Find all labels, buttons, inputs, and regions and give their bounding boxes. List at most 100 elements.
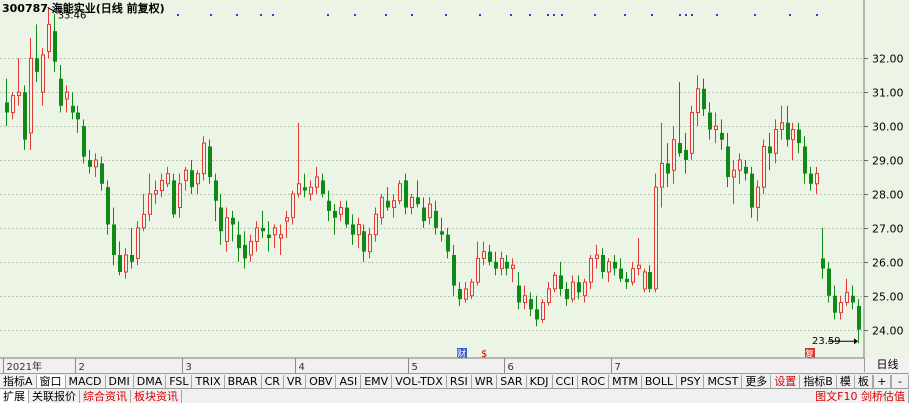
candle-body-down xyxy=(708,112,712,130)
candle-body-down xyxy=(214,180,218,201)
candle-body-up xyxy=(464,288,468,300)
toolbar-right-2[interactable]: 板 xyxy=(855,374,873,388)
indicator-tab-12[interactable]: EMV xyxy=(361,374,393,388)
y-tick-label: 28.00 xyxy=(872,189,904,202)
candle-body-up xyxy=(380,196,384,219)
candle-body-down xyxy=(59,78,63,106)
candle-body-up xyxy=(696,88,700,114)
toolbar-right-4[interactable]: - xyxy=(890,374,909,388)
candle-body-up xyxy=(315,176,319,188)
info-tab-2[interactable]: 综合资讯 xyxy=(80,389,131,403)
candle-body-up xyxy=(583,281,587,297)
low-marker-label: 23.59 xyxy=(812,336,841,347)
y-axis-area xyxy=(864,0,909,358)
candle-body-down xyxy=(744,166,748,174)
indicator-tab-4[interactable]: DMA xyxy=(134,374,167,388)
indicator-tab-24[interactable]: 更多 xyxy=(742,374,772,388)
candle-body-down xyxy=(505,261,509,269)
candle-body-up xyxy=(29,57,33,134)
candle-body-down xyxy=(208,146,212,177)
candle-body-down xyxy=(768,146,772,154)
indicator-tab-9[interactable]: VR xyxy=(284,374,307,388)
toolbar-right-1[interactable]: 模 xyxy=(837,374,855,388)
indicator-tab-1[interactable]: 窗口 xyxy=(36,374,66,388)
info-dot xyxy=(624,14,626,16)
indicator-tab-2[interactable]: MACD xyxy=(66,374,106,388)
indicator-tab-15[interactable]: WR xyxy=(472,374,498,388)
month-label: 2 xyxy=(79,362,85,373)
indicator-tab-17[interactable]: KDJ xyxy=(527,374,553,388)
toolbar-right-0[interactable]: 指标B xyxy=(800,374,837,388)
candle-body-down xyxy=(452,255,456,286)
candle-body-up xyxy=(41,54,45,93)
indicator-tab-22[interactable]: PSY xyxy=(677,374,705,388)
candle-body-up xyxy=(392,200,396,209)
candle-body-up xyxy=(595,254,599,259)
candlestick-chart[interactable]: 24.00 25.00 26.00 27.00 28.00 29.00 30.00 31.00… xyxy=(0,0,909,373)
indicator-tab-25[interactable]: 设置 xyxy=(771,374,801,388)
candle-body-down xyxy=(404,180,408,208)
y-tick-label: 25.00 xyxy=(872,291,904,304)
candle-body-up xyxy=(774,129,778,154)
info-tab-1[interactable]: 关联报价 xyxy=(29,389,80,403)
indicator-tab-7[interactable]: BRAR xyxy=(225,374,262,388)
indicator-tab-10[interactable]: OBV xyxy=(306,374,337,388)
candle-body-up xyxy=(791,129,795,141)
indicator-tab-5[interactable]: FSL xyxy=(166,374,193,388)
info-dot xyxy=(651,14,653,16)
indicator-tab-8[interactable]: CR xyxy=(262,374,284,388)
candle-body-up xyxy=(631,268,635,283)
candle-body-down xyxy=(261,227,265,232)
y-tick-label: 24.00 xyxy=(872,325,904,338)
candle-body-down xyxy=(231,217,235,225)
candle-body-down xyxy=(53,31,57,62)
month-label: 3 xyxy=(186,362,192,373)
candle-body-down xyxy=(494,261,498,269)
period-box[interactable]: 日线 xyxy=(864,358,909,372)
candle-body-down xyxy=(851,295,855,303)
indicator-tab-11[interactable]: ASI xyxy=(336,374,362,388)
info-dot xyxy=(177,14,179,16)
info-dot xyxy=(553,14,555,16)
info-dot xyxy=(385,14,387,16)
candle-body-up xyxy=(255,227,259,242)
high-marker-label: 33.46 xyxy=(58,10,87,21)
info-tab-0[interactable]: 扩展 xyxy=(0,389,29,403)
candle-body-up xyxy=(225,217,229,242)
candle-body-down xyxy=(684,149,688,161)
candle-body-down xyxy=(601,255,605,272)
candle-body-down xyxy=(23,92,27,140)
indicator-tab-20[interactable]: MTM xyxy=(609,374,642,388)
candle-body-up xyxy=(672,139,676,171)
chart-background xyxy=(0,0,909,373)
indicator-tab-23[interactable]: MCST xyxy=(704,374,743,388)
toolbar-right-3[interactable]: + xyxy=(872,374,891,388)
indicator-tab-21[interactable]: BOLL xyxy=(642,374,678,388)
candle-body-down xyxy=(434,210,438,228)
info-dot xyxy=(754,14,756,16)
indicator-tab-6[interactable]: TRIX xyxy=(192,374,225,388)
info-dot xyxy=(354,14,356,16)
candle-body-up xyxy=(124,254,128,273)
candle-body-down xyxy=(303,187,307,191)
candle-body-down xyxy=(857,305,861,330)
indicator-tab-13[interactable]: VOL-TDX xyxy=(392,374,447,388)
resume-badge-bg xyxy=(805,348,815,358)
f10-valuation-link[interactable]: 图文F10 剑桥估值 xyxy=(812,389,909,403)
indicator-tab-14[interactable]: RSI xyxy=(447,374,472,388)
candle-body-down xyxy=(613,261,617,269)
candle-body-down xyxy=(529,299,533,310)
candle-body-up xyxy=(339,207,343,215)
candle-body-down xyxy=(416,197,420,205)
indicator-tab-0[interactable]: 指标A xyxy=(0,374,37,388)
indicator-tab-19[interactable]: ROC xyxy=(578,374,610,388)
indicator-tab-16[interactable]: SAR xyxy=(497,374,527,388)
candle-body-up xyxy=(309,186,313,195)
candle-body-up xyxy=(410,196,414,209)
indicator-tab-3[interactable]: DMI xyxy=(106,374,134,388)
candle-body-up xyxy=(523,295,527,304)
candle-body-up xyxy=(470,281,474,297)
candle-body-up xyxy=(160,179,164,192)
info-tab-3[interactable]: 板块资讯 xyxy=(131,389,182,403)
indicator-tab-18[interactable]: CCI xyxy=(553,374,579,388)
